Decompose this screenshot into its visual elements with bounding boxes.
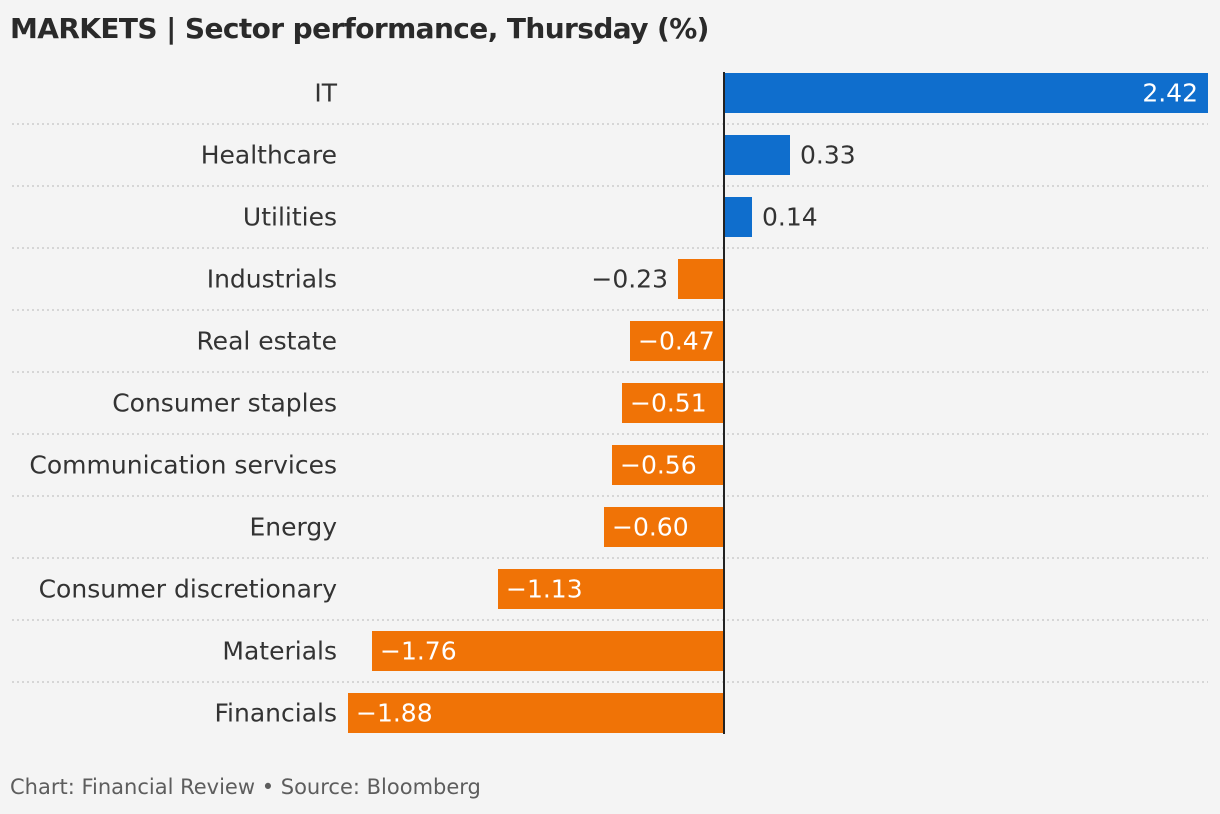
- category-label-healthcare: Healthcare: [201, 141, 337, 170]
- category-label-materials: Materials: [222, 637, 337, 666]
- bars: [348, 73, 1208, 733]
- chart-title: MARKETS | Sector performance, Thursday (…: [10, 12, 709, 45]
- chart-source-credit: Chart: Financial Review • Source: Bloomb…: [10, 775, 481, 799]
- category-label-utilities: Utilities: [243, 203, 337, 232]
- value-label-real-estate: −0.47: [638, 327, 715, 356]
- bar-financials: [348, 693, 724, 733]
- value-labels: 2.42 0.33 0.14 −0.23 −0.47 −0.51 −0.56 −0.60 −1.…: [356, 79, 1198, 728]
- value-label-healthcare: 0.33: [800, 141, 856, 170]
- category-label-it: IT: [314, 79, 337, 108]
- value-label-communication-services: −0.56: [620, 451, 697, 480]
- bar-real-estate: [630, 321, 724, 361]
- value-label-financials: −1.88: [356, 699, 433, 728]
- bar-healthcare: [724, 135, 790, 175]
- bar-it: [724, 73, 1208, 113]
- value-label-utilities: 0.14: [762, 203, 818, 232]
- category-label-consumer-staples: Consumer staples: [112, 389, 337, 418]
- bar-utilities: [724, 197, 752, 237]
- category-label-consumer-discretionary: Consumer discretionary: [39, 575, 338, 604]
- value-label-consumer-discretionary: −1.13: [506, 575, 583, 604]
- category-label-real-estate: Real estate: [196, 327, 337, 356]
- category-label-financials: Financials: [215, 699, 338, 728]
- bar-energy: [604, 507, 724, 547]
- bar-materials: [372, 631, 724, 671]
- bar-consumer-staples: [622, 383, 724, 423]
- category-label-industrials: Industrials: [207, 265, 337, 294]
- value-label-materials: −1.76: [380, 637, 457, 666]
- value-label-it: 2.42: [1142, 79, 1198, 108]
- bar-communication-services: [612, 445, 724, 485]
- category-label-communication-services: Communication services: [29, 451, 337, 480]
- category-label-energy: Energy: [249, 513, 337, 542]
- bar-industrials: [678, 259, 724, 299]
- value-label-energy: −0.60: [612, 513, 689, 542]
- value-label-consumer-staples: −0.51: [630, 389, 707, 418]
- value-label-industrials: −0.23: [591, 265, 668, 294]
- row-separators: [12, 123, 1208, 683]
- bar-consumer-discretionary: [498, 569, 724, 609]
- category-labels: IT Healthcare Utilities Industrials Real est…: [29, 79, 337, 728]
